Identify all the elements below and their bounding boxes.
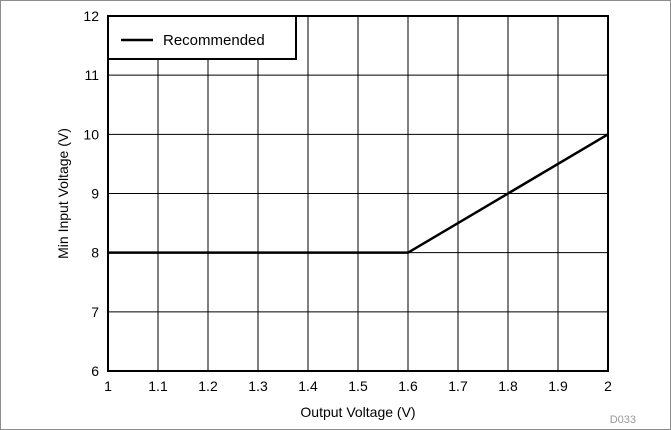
legend-box bbox=[107, 15, 297, 60]
y-tick-label: 6 bbox=[91, 363, 99, 379]
grid bbox=[108, 16, 608, 371]
legend-label-recommended: Recommended bbox=[163, 32, 265, 49]
x-axis-ticks: 1 1.1 1.2 1.3 1.4 1.5 1.6 1.7 1.8 1.9 2 bbox=[104, 378, 612, 394]
x-tick-label: 1.9 bbox=[548, 378, 568, 394]
x-tick-label: 1.7 bbox=[448, 378, 468, 394]
series-layer bbox=[108, 133, 609, 254]
x-tick-label: 1.2 bbox=[198, 378, 218, 394]
x-axis-title: Output Voltage (V) bbox=[300, 404, 415, 420]
x-tick-label: 1.5 bbox=[348, 378, 368, 394]
x-tick-label: 1.1 bbox=[148, 378, 168, 394]
x-tick-label: 1.4 bbox=[298, 378, 318, 394]
x-tick-label: 2 bbox=[604, 378, 612, 394]
plot-area bbox=[107, 15, 609, 372]
x-tick-label: 1.3 bbox=[248, 378, 268, 394]
x-tick-label: 1.8 bbox=[498, 378, 518, 394]
x-tick-label: 1.6 bbox=[398, 378, 418, 394]
y-tick-label: 11 bbox=[84, 67, 99, 83]
x-tick-label: 1 bbox=[104, 378, 112, 394]
y-axis-ticks: 6 7 8 9 10 11 12 bbox=[83, 8, 99, 379]
y-tick-label: 12 bbox=[83, 8, 99, 24]
y-axis-title: Min Input Voltage (V) bbox=[55, 128, 71, 259]
figure-id-label: D033 bbox=[610, 414, 636, 426]
y-tick-label: 10 bbox=[83, 126, 99, 142]
y-tick-label: 9 bbox=[91, 186, 99, 202]
y-tick-label: 7 bbox=[91, 304, 99, 320]
series-line-recommended bbox=[108, 133, 609, 254]
legend: Recommended bbox=[107, 15, 297, 60]
y-tick-label: 8 bbox=[91, 245, 99, 261]
